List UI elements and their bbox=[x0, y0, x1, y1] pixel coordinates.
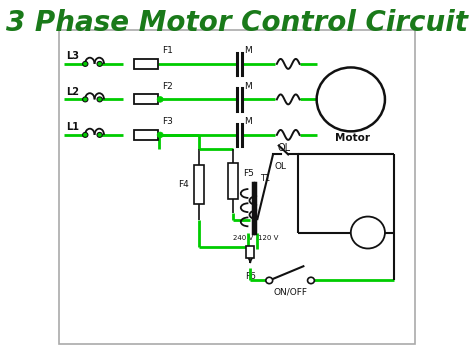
Circle shape bbox=[351, 217, 385, 248]
Text: OL: OL bbox=[278, 143, 291, 153]
Text: M: M bbox=[245, 117, 252, 126]
Text: 240 V: 240 V bbox=[233, 235, 254, 241]
Text: 3 Phase Motor Control Circuit: 3 Phase Motor Control Circuit bbox=[6, 9, 468, 37]
Bar bbox=[59, 30, 415, 344]
Text: M: M bbox=[363, 228, 374, 237]
Text: 120 V: 120 V bbox=[258, 235, 278, 241]
Bar bbox=[228, 163, 238, 199]
Bar bbox=[134, 94, 158, 104]
Bar bbox=[194, 165, 204, 204]
Bar bbox=[246, 246, 254, 258]
Text: F1: F1 bbox=[162, 47, 173, 55]
Text: OL: OL bbox=[275, 162, 287, 171]
Circle shape bbox=[97, 132, 102, 137]
Circle shape bbox=[82, 97, 88, 102]
Circle shape bbox=[317, 67, 385, 131]
Circle shape bbox=[97, 61, 102, 66]
Circle shape bbox=[82, 132, 88, 137]
Circle shape bbox=[266, 277, 273, 284]
Circle shape bbox=[157, 132, 163, 138]
Text: M: M bbox=[245, 82, 252, 91]
Text: L1: L1 bbox=[66, 122, 79, 132]
Circle shape bbox=[82, 61, 88, 66]
Text: F2: F2 bbox=[162, 82, 173, 91]
Text: F4: F4 bbox=[179, 180, 189, 189]
Circle shape bbox=[157, 97, 163, 102]
Text: M: M bbox=[245, 46, 252, 55]
Text: L3: L3 bbox=[66, 51, 79, 61]
Circle shape bbox=[308, 277, 314, 284]
Text: ON/OFF: ON/OFF bbox=[273, 288, 307, 297]
Bar bbox=[134, 59, 158, 69]
Circle shape bbox=[97, 97, 102, 102]
Text: OFF: OFF bbox=[343, 95, 359, 104]
Text: Motor: Motor bbox=[335, 133, 370, 143]
Text: F3: F3 bbox=[162, 118, 173, 126]
Text: L2: L2 bbox=[66, 87, 79, 97]
Text: F6: F6 bbox=[245, 272, 255, 281]
Bar bbox=[134, 130, 158, 140]
Text: T1: T1 bbox=[260, 174, 270, 183]
Text: F5: F5 bbox=[243, 169, 254, 179]
